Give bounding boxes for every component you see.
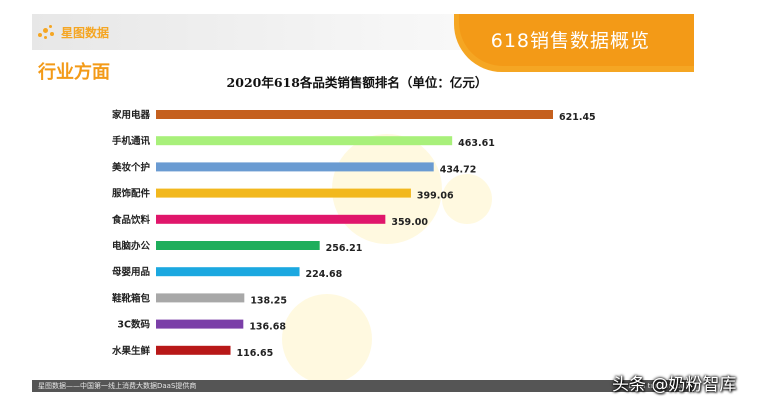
category-label: 鞋靴箱包 xyxy=(112,292,151,304)
footer-text: 星图数据——中国第一线上消费大数据DaaS提供商 xyxy=(38,382,197,390)
category-label: 服饰配件 xyxy=(112,188,151,200)
bar xyxy=(156,162,434,172)
section-title: 行业方面 xyxy=(38,62,110,83)
category-label: 手机通讯 xyxy=(112,135,151,147)
value-label: 463.61 xyxy=(458,138,495,149)
bar xyxy=(156,110,553,119)
value-label: 138.25 xyxy=(250,295,287,306)
bar xyxy=(156,188,411,198)
title-band-inner xyxy=(459,14,694,66)
bar xyxy=(156,345,231,355)
footer-slogan: Data turn biz on! xyxy=(628,382,688,390)
category-label: 食品饮料 xyxy=(111,214,151,226)
value-label: 116.65 xyxy=(237,348,274,359)
slide-title: 618销售数据概览 xyxy=(490,30,650,52)
decorative-circle xyxy=(282,294,372,384)
slide: 618销售数据概览 星图数据 行业方面 2020年618各品类销售额排名（单位：… xyxy=(32,14,694,392)
bar xyxy=(156,319,244,329)
value-label: 621.45 xyxy=(559,112,596,123)
category-label: 电脑办公 xyxy=(112,240,151,252)
bar xyxy=(156,136,453,146)
category-label: 美妆个护 xyxy=(111,161,150,173)
decorative-circle xyxy=(442,174,492,224)
value-label: 434.72 xyxy=(440,164,477,175)
bar xyxy=(156,293,245,303)
chart-title: 2020年618各品类销售额排名（单位：亿元） xyxy=(226,75,488,90)
value-label: 256.21 xyxy=(326,243,363,254)
logo-icon xyxy=(38,24,58,41)
category-label: 3C数码 xyxy=(117,319,150,331)
category-label: 水果生鲜 xyxy=(112,345,151,357)
logo-text: 星图数据 xyxy=(61,26,110,40)
footer-bar: 星图数据——中国第一线上消费大数据DaaS提供商 Data turn biz o… xyxy=(32,380,694,392)
bar-chart: 家用电器 621.45 手机通讯 463.61 美妆个护 434.72 服饰配件 399.06… xyxy=(111,109,596,359)
value-label: 136.68 xyxy=(249,322,286,333)
value-label: 359.00 xyxy=(391,217,428,228)
value-label: 224.68 xyxy=(306,269,343,280)
bar xyxy=(156,214,386,224)
bar xyxy=(156,241,320,250)
bar xyxy=(156,267,300,277)
category-label: 母婴用品 xyxy=(112,266,150,278)
logo: 星图数据 xyxy=(38,24,109,41)
value-label: 399.06 xyxy=(417,191,454,202)
category-label: 家用电器 xyxy=(112,109,151,121)
watermark: 头条 @奶粉智库 xyxy=(612,375,737,395)
